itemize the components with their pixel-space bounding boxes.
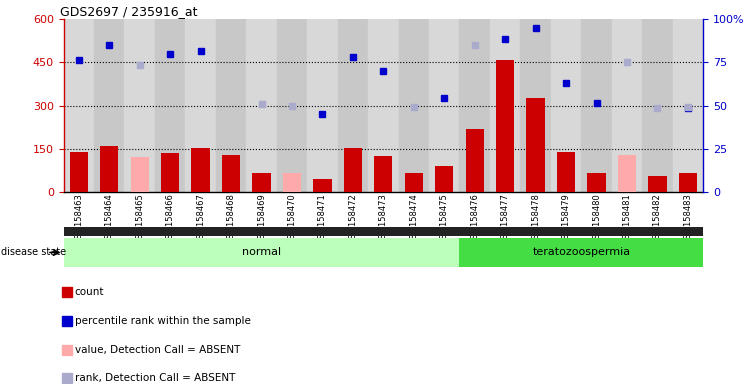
Bar bbox=[252, 173, 271, 192]
Bar bbox=[337, 19, 368, 192]
Text: GDS2697 / 235916_at: GDS2697 / 235916_at bbox=[61, 5, 198, 18]
Bar bbox=[64, 19, 94, 192]
Bar bbox=[222, 155, 240, 192]
Bar bbox=[124, 19, 155, 192]
Bar bbox=[246, 19, 277, 192]
Text: disease state: disease state bbox=[1, 247, 67, 258]
Bar bbox=[435, 166, 453, 192]
Bar bbox=[70, 152, 88, 192]
Bar bbox=[405, 173, 423, 192]
Bar bbox=[100, 146, 118, 192]
Bar bbox=[307, 19, 337, 192]
Bar bbox=[612, 19, 643, 192]
Bar bbox=[399, 19, 429, 192]
Bar bbox=[557, 152, 575, 192]
Text: rank, Detection Call = ABSENT: rank, Detection Call = ABSENT bbox=[75, 373, 235, 383]
Bar bbox=[618, 155, 636, 192]
Bar bbox=[587, 173, 606, 192]
Bar bbox=[344, 148, 362, 192]
Bar bbox=[277, 19, 307, 192]
Bar bbox=[672, 19, 703, 192]
Bar bbox=[313, 179, 331, 192]
Bar bbox=[283, 173, 301, 192]
Bar bbox=[521, 19, 551, 192]
Bar bbox=[643, 19, 672, 192]
Bar bbox=[551, 19, 581, 192]
Text: value, Detection Call = ABSENT: value, Detection Call = ABSENT bbox=[75, 345, 240, 355]
Bar bbox=[368, 19, 399, 192]
Bar bbox=[374, 156, 393, 192]
Bar bbox=[155, 19, 186, 192]
Bar bbox=[191, 148, 209, 192]
Text: normal: normal bbox=[242, 247, 281, 258]
Bar bbox=[131, 157, 149, 192]
Bar bbox=[429, 19, 459, 192]
Bar bbox=[490, 19, 521, 192]
Text: count: count bbox=[75, 287, 104, 297]
Bar bbox=[527, 98, 545, 192]
Bar bbox=[649, 176, 666, 192]
Bar bbox=[459, 19, 490, 192]
Bar bbox=[496, 60, 515, 192]
Bar bbox=[64, 238, 459, 267]
Bar bbox=[678, 173, 697, 192]
Bar bbox=[186, 19, 216, 192]
Bar bbox=[459, 238, 703, 267]
Bar bbox=[465, 129, 484, 192]
Text: teratozoospermia: teratozoospermia bbox=[533, 247, 631, 258]
Bar bbox=[161, 153, 180, 192]
Bar bbox=[216, 19, 246, 192]
Bar bbox=[581, 19, 612, 192]
Bar bbox=[94, 19, 124, 192]
Text: percentile rank within the sample: percentile rank within the sample bbox=[75, 316, 251, 326]
